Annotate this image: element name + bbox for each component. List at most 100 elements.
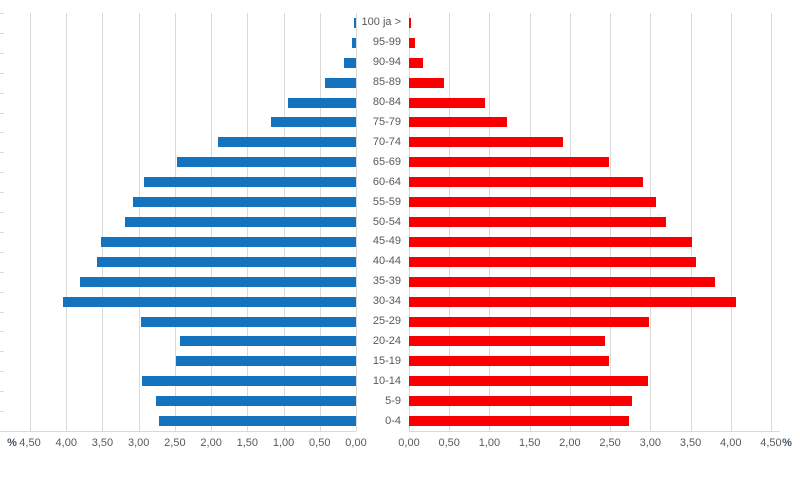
bar-left-50-54 xyxy=(124,217,356,227)
bar-left-85-89 xyxy=(324,77,356,88)
category-axis-tick xyxy=(0,33,4,34)
bar-left-65-69 xyxy=(177,157,356,168)
x-axis-tick-left: 2,50 xyxy=(164,437,186,449)
category-axis-tick xyxy=(0,93,4,94)
age-group-label: 95-99 xyxy=(372,36,401,49)
age-group-label: 40-44 xyxy=(372,255,401,268)
category-axis-tick xyxy=(0,252,4,253)
age-group-label: 65-69 xyxy=(372,155,401,168)
age-group-label: 5-9 xyxy=(385,394,401,407)
x-axis-tick-left: 1,50 xyxy=(236,437,259,449)
age-group-label: 85-89 xyxy=(372,76,401,89)
category-axis-tick xyxy=(0,272,4,273)
bar-right-25-29 xyxy=(409,316,649,327)
gridline-left-3.50 xyxy=(102,13,104,431)
percent-unit-right: % xyxy=(782,437,792,449)
bar-left-80-84 xyxy=(287,97,356,108)
category-axis-tick xyxy=(0,391,4,392)
bar-left-75-79 xyxy=(271,117,356,128)
category-axis-tick xyxy=(0,152,4,153)
bar-right-20-24 xyxy=(409,336,606,347)
bar-left-0-4 xyxy=(158,416,356,427)
x-axis-tick-left: 3,50 xyxy=(91,437,114,449)
gridline-right-3.50 xyxy=(690,13,692,431)
category-axis-tick xyxy=(0,53,4,54)
x-axis-labels: 4,50 4,00 3,50 3,00 2,50 2,00 1,50 1,00 0,50 0,00… xyxy=(0,436,800,450)
left-plot-area xyxy=(2,13,357,432)
category-axis-tick xyxy=(0,312,4,313)
category-axis-tick xyxy=(0,132,4,133)
bar-left-45-49 xyxy=(101,236,356,247)
x-axis-tick-left: 3,00 xyxy=(127,437,150,449)
x-axis-tick-right: 0,00 xyxy=(398,437,420,449)
age-group-label: 75-79 xyxy=(372,115,401,128)
category-axis-tick xyxy=(0,371,4,372)
x-axis-tick-right: 3,00 xyxy=(639,437,662,449)
bar-right-5-9 xyxy=(409,396,632,407)
bar-right-35-39 xyxy=(409,276,716,287)
age-group-label-column: 100 ja > 95-99 90-94 85-89 80-84 75-79 70-74 65… xyxy=(356,13,409,431)
gridline-right-4.00 xyxy=(730,13,732,431)
bar-left-30-34 xyxy=(62,296,356,307)
bar-right-75-79 xyxy=(409,117,508,128)
age-group-label: 35-39 xyxy=(372,275,401,288)
age-group-label: 55-59 xyxy=(372,195,401,208)
x-axis-tick-right: 2,50 xyxy=(599,437,621,449)
left-axis-tickmarks xyxy=(0,13,4,432)
bar-right-0-4 xyxy=(409,416,630,427)
bar-right-70-74 xyxy=(409,137,563,148)
category-axis-tick xyxy=(0,13,4,14)
bar-left-95-99 xyxy=(351,37,356,48)
category-axis-tick xyxy=(0,331,4,332)
bar-right-40-44 xyxy=(409,256,697,267)
bar-right-100-ja- xyxy=(409,17,412,28)
bar-right-85-89 xyxy=(409,77,445,88)
category-axis-tick xyxy=(0,292,4,293)
bar-left-20-24 xyxy=(179,336,356,347)
age-group-label: 45-49 xyxy=(372,235,401,248)
bar-left-35-39 xyxy=(80,276,356,287)
age-group-label: 0-4 xyxy=(385,414,401,427)
gridline-left-0.00 xyxy=(356,13,357,431)
bar-left-70-74 xyxy=(218,137,356,148)
age-group-label: 70-74 xyxy=(372,135,401,148)
x-axis-tick-left: 1,00 xyxy=(272,437,295,449)
age-group-label: 60-64 xyxy=(372,175,401,188)
age-group-label: 90-94 xyxy=(372,56,401,69)
age-group-label: 10-14 xyxy=(372,374,401,387)
bar-right-60-64 xyxy=(409,177,644,188)
bar-left-10-14 xyxy=(141,376,356,387)
bar-right-50-54 xyxy=(409,217,666,227)
bar-left-60-64 xyxy=(144,177,356,188)
category-axis-tick xyxy=(0,351,4,352)
category-axis-tick xyxy=(0,172,4,173)
age-group-label: 25-29 xyxy=(372,315,401,328)
bar-left-15-19 xyxy=(176,356,356,367)
bar-right-10-14 xyxy=(409,376,648,387)
x-axis-tick-left: 0,00 xyxy=(345,437,367,449)
age-group-label: 15-19 xyxy=(372,354,401,367)
x-axis-tick-left: 2,00 xyxy=(200,437,222,449)
gridline-left-4.00 xyxy=(66,13,68,431)
bar-right-80-84 xyxy=(409,97,486,108)
category-axis-tick xyxy=(0,212,4,213)
right-plot-area xyxy=(409,13,780,432)
bar-left-100-ja- xyxy=(353,17,356,28)
bar-right-55-59 xyxy=(409,197,656,208)
x-axis-tick-right: 4,00 xyxy=(720,437,742,449)
age-group-label: 100 ja > xyxy=(361,16,401,29)
bar-left-90-94 xyxy=(344,57,356,68)
x-axis-tick-left: 0,50 xyxy=(309,437,331,449)
percent-unit-left: % xyxy=(7,437,17,449)
x-axis-tick-left: 4,50 xyxy=(19,437,41,449)
category-axis-tick xyxy=(0,411,4,412)
x-axis-tick-right: 0,50 xyxy=(438,437,460,449)
x-axis-tick-left: 4,00 xyxy=(55,437,77,449)
bar-left-25-29 xyxy=(140,316,356,327)
bar-left-40-44 xyxy=(97,256,356,267)
x-axis-tick-right: 1,50 xyxy=(518,437,541,449)
bar-right-45-49 xyxy=(409,236,693,247)
x-axis-tick-right: 4,50 xyxy=(760,437,782,449)
gridline-right-4.50 xyxy=(770,13,772,431)
